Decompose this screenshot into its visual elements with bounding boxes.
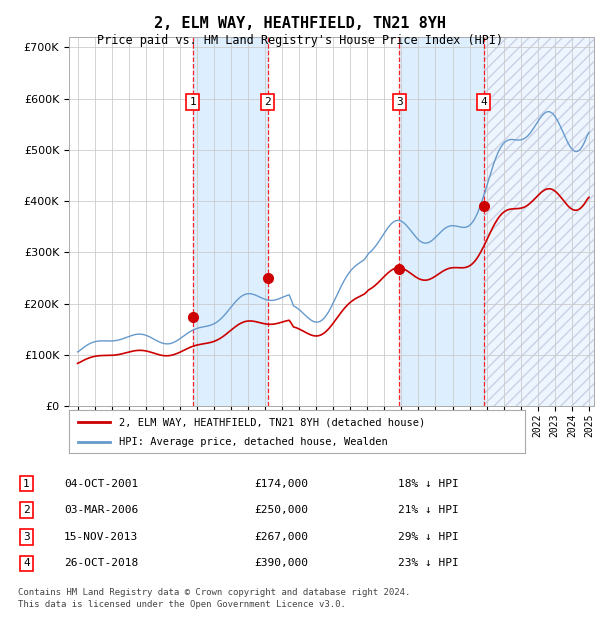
Text: 2: 2 bbox=[265, 97, 271, 107]
Text: 3: 3 bbox=[396, 97, 403, 107]
Text: 2, ELM WAY, HEATHFIELD, TN21 8YH (detached house): 2, ELM WAY, HEATHFIELD, TN21 8YH (detach… bbox=[119, 417, 425, 427]
Text: Contains HM Land Registry data © Crown copyright and database right 2024.: Contains HM Land Registry data © Crown c… bbox=[18, 588, 410, 597]
Bar bbox=[193, 37, 268, 406]
Text: 29% ↓ HPI: 29% ↓ HPI bbox=[398, 532, 458, 542]
Text: 1: 1 bbox=[189, 97, 196, 107]
Text: £390,000: £390,000 bbox=[254, 559, 308, 569]
Text: 15-NOV-2013: 15-NOV-2013 bbox=[64, 532, 138, 542]
Bar bbox=[399, 37, 484, 406]
Text: £174,000: £174,000 bbox=[254, 479, 308, 489]
Text: 04-OCT-2001: 04-OCT-2001 bbox=[64, 479, 138, 489]
Text: 1: 1 bbox=[23, 479, 30, 489]
Text: 4: 4 bbox=[480, 97, 487, 107]
Text: 2: 2 bbox=[23, 505, 30, 515]
Text: 26-OCT-2018: 26-OCT-2018 bbox=[64, 559, 138, 569]
Text: 4: 4 bbox=[23, 559, 30, 569]
Text: £267,000: £267,000 bbox=[254, 532, 308, 542]
Text: £250,000: £250,000 bbox=[254, 505, 308, 515]
Text: This data is licensed under the Open Government Licence v3.0.: This data is licensed under the Open Gov… bbox=[18, 600, 346, 609]
Text: 2, ELM WAY, HEATHFIELD, TN21 8YH: 2, ELM WAY, HEATHFIELD, TN21 8YH bbox=[154, 16, 446, 30]
Text: 3: 3 bbox=[23, 532, 30, 542]
Text: 03-MAR-2006: 03-MAR-2006 bbox=[64, 505, 138, 515]
Bar bbox=[484, 37, 594, 406]
Text: 21% ↓ HPI: 21% ↓ HPI bbox=[398, 505, 458, 515]
Text: HPI: Average price, detached house, Wealden: HPI: Average price, detached house, Weal… bbox=[119, 437, 388, 447]
Text: 23% ↓ HPI: 23% ↓ HPI bbox=[398, 559, 458, 569]
Text: 18% ↓ HPI: 18% ↓ HPI bbox=[398, 479, 458, 489]
Text: Price paid vs. HM Land Registry's House Price Index (HPI): Price paid vs. HM Land Registry's House … bbox=[97, 34, 503, 47]
